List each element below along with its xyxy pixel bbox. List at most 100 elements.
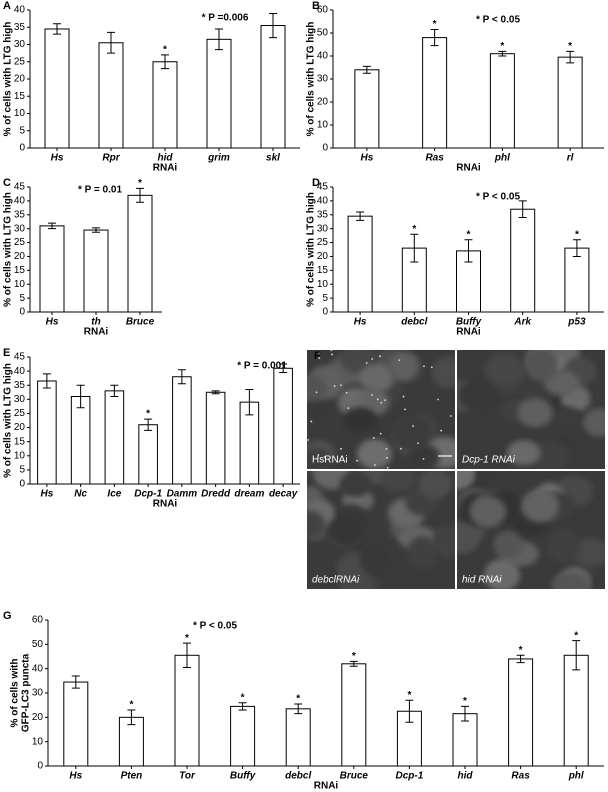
significance-marker: * (407, 690, 411, 701)
x-tick-label: Hs (69, 771, 82, 782)
y-axis-label: % of cells with LTG high (306, 22, 317, 137)
error-bar (71, 675, 80, 689)
error-bar (566, 50, 575, 64)
image-caption: Dcp-1 RNAi (462, 455, 516, 466)
puncta (404, 408, 406, 411)
significance-marker: * (433, 19, 437, 30)
puncta (347, 407, 350, 410)
panel-label: A (3, 0, 11, 12)
x-axis-label: RNAi (153, 163, 178, 174)
cell (469, 496, 507, 528)
x-tick-label: Tor (179, 771, 196, 782)
panel-label: F (314, 350, 321, 362)
error-bar (516, 654, 525, 664)
x-tick-label: Ras (511, 771, 530, 782)
puncta (440, 429, 443, 432)
significance-marker: * (463, 696, 467, 707)
y-tick-label: 30 (14, 39, 26, 50)
x-tick-label: hid (158, 153, 174, 164)
significance-marker: * (129, 700, 133, 711)
bar (273, 367, 293, 485)
y-tick-label: 35 (14, 209, 26, 220)
significance-marker: * (241, 692, 245, 703)
bar (354, 69, 380, 149)
bar (508, 658, 534, 767)
cell (418, 471, 453, 499)
y-axis-label: % of cells with LTG high (306, 192, 317, 307)
cell (432, 525, 455, 558)
error-bar (76, 384, 85, 409)
x-tick-label: phl (568, 771, 584, 782)
x-tick-label: Buffy (230, 771, 256, 782)
y-tick-label: 25 (14, 56, 26, 67)
puncta (376, 398, 379, 401)
annotation: * P < 0.05 (476, 192, 520, 203)
annotation: * P =0.006 (202, 13, 249, 24)
cell (457, 471, 475, 490)
x-tick-label: Ras (425, 153, 444, 164)
significance-marker: * (412, 224, 416, 235)
y-tick-label: 0 (19, 307, 25, 318)
y-tick-label: 35 (317, 209, 329, 220)
y-tick-label: 30 (32, 688, 44, 699)
error-bar (136, 187, 144, 203)
y-tick-label: 45 (14, 352, 26, 363)
error-bar (498, 50, 507, 57)
error-bar (464, 239, 473, 263)
x-tick-label: Nc (74, 489, 87, 500)
image-caption: hid RNAi (462, 575, 502, 586)
error-bar (211, 390, 220, 395)
x-tick-label: debcl (285, 771, 311, 782)
panel-label: G (3, 610, 12, 622)
x-tick-label: Bruce (126, 317, 155, 328)
bar (39, 225, 65, 313)
y-tick-label: 10 (317, 279, 329, 290)
y-tick-label: 5 (19, 465, 25, 476)
x-tick-label: Ice (107, 489, 121, 500)
x-tick-label: Hs (46, 317, 59, 328)
puncta (386, 456, 388, 459)
cell (359, 363, 395, 393)
cell (357, 438, 393, 469)
significance-marker: * (574, 630, 578, 641)
error-bar (238, 702, 247, 711)
y-tick-label: 45 (317, 182, 329, 193)
x-tick-label: skl (266, 153, 280, 164)
annotation: * P < 0.05 (193, 621, 237, 632)
cell (544, 406, 584, 434)
puncta (340, 447, 342, 450)
bar (422, 37, 448, 149)
error-bar (349, 660, 358, 667)
y-tick-label: 25 (14, 408, 26, 419)
y-tick-label: 30 (14, 223, 26, 234)
micrograph (457, 350, 605, 469)
puncta (373, 464, 376, 466)
bar (452, 713, 478, 767)
error-bar (294, 703, 303, 715)
y-tick-label: 10 (317, 120, 329, 131)
cell (530, 441, 570, 469)
puncta (384, 399, 387, 402)
cell (393, 415, 430, 451)
y-tick-label: 0 (19, 479, 25, 490)
error-bar (430, 29, 439, 47)
cell (339, 471, 372, 497)
cell (517, 398, 553, 428)
y-tick-label: 15 (317, 265, 329, 276)
y-tick-label: 10 (14, 279, 26, 290)
y-tick-label: 15 (14, 436, 26, 447)
panel-label: C (3, 177, 11, 189)
image-panel: F HsRNAi Dcp-1 RNAi debclRNAi hid RNAi (307, 350, 605, 589)
puncta (333, 385, 336, 388)
cell (307, 449, 335, 469)
error-bar (107, 31, 115, 54)
error-bar (279, 363, 288, 374)
x-tick-label: Ark (513, 317, 531, 328)
puncta (318, 351, 321, 354)
puncta (380, 401, 383, 404)
cell (307, 510, 326, 539)
puncta (310, 420, 313, 423)
y-axis-label: % of cells with LTG high (3, 363, 14, 478)
bar (285, 708, 311, 767)
x-tick-label: Rpr (102, 153, 120, 164)
